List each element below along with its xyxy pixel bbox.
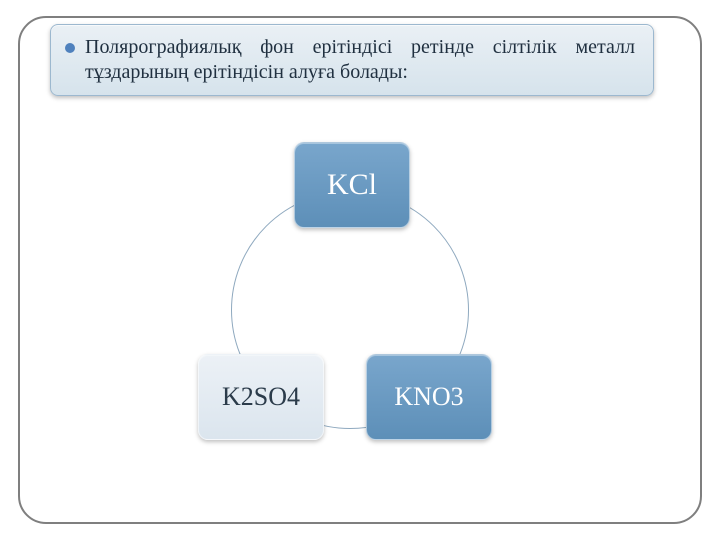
cycle-node-label: K2SO4 (222, 382, 300, 412)
bullet-icon (65, 43, 75, 53)
cycle-node: KNO3 (366, 354, 492, 440)
cycle-node: KCl (294, 142, 410, 228)
cycle-node: K2SO4 (198, 354, 324, 440)
cycle-node-label: KNO3 (394, 382, 463, 412)
header-inner: Полярографиялық фон ерітіндісі ретінде с… (65, 35, 635, 85)
header-text: Полярографиялық фон ерітіндісі ретінде с… (85, 35, 635, 85)
cycle-node-label: KCl (327, 168, 377, 202)
cycle-diagram: KCl KNO3 K2SO4 (170, 130, 530, 490)
header-box: Полярографиялық фон ерітіндісі ретінде с… (50, 24, 654, 96)
